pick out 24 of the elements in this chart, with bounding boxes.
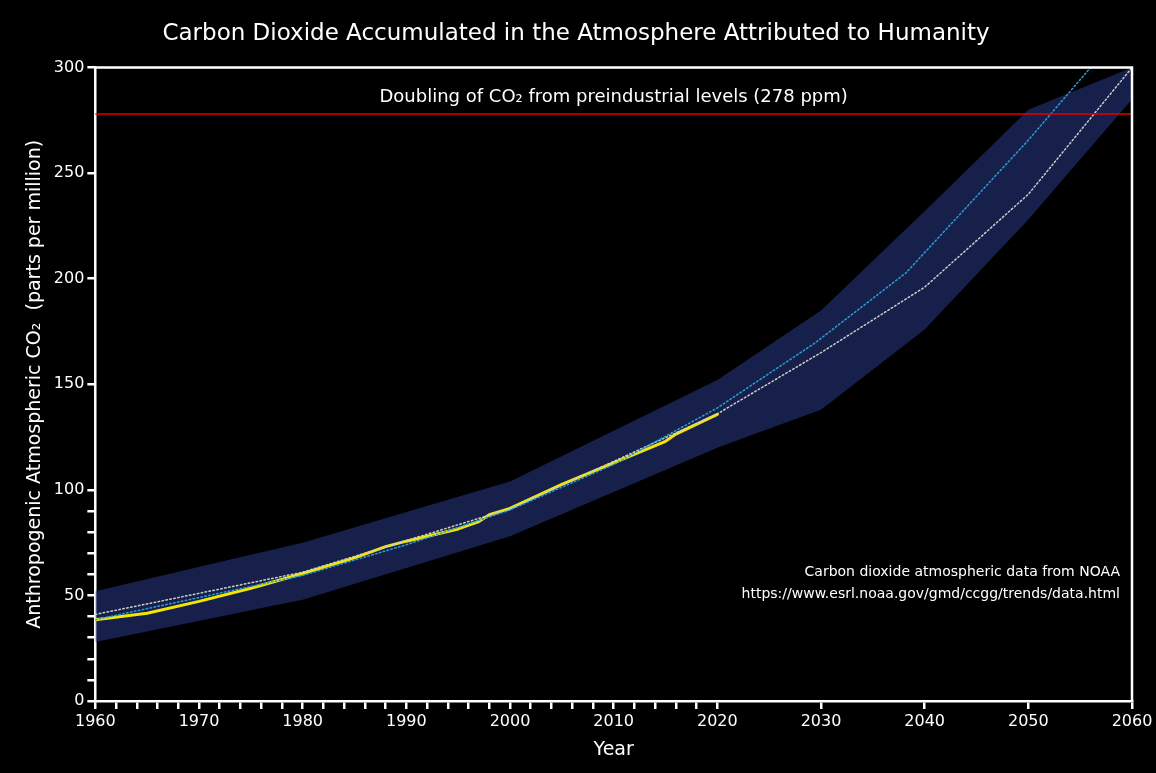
x-tick-label: 2000 xyxy=(489,710,531,730)
annotation: https://www.esrl.noaa.gov/gmd/ccgg/trends/data.html xyxy=(741,584,1120,601)
x-tick-label: 2040 xyxy=(904,710,946,730)
x-tick-label: 2050 xyxy=(1007,710,1049,730)
chart-title: Carbon Dioxide Accumulated in the Atmosphere Attributed to Humanity xyxy=(162,18,990,45)
x-tick-label: 2060 xyxy=(1111,710,1153,730)
y-tick-label: 0 xyxy=(74,690,85,710)
x-tick-label: 2010 xyxy=(593,710,635,730)
ref-line-label: Doubling of CO₂ from preindustrial levels (278 ppm) xyxy=(379,84,848,106)
x-tick-label: 2030 xyxy=(800,710,842,730)
y-tick-label: 300 xyxy=(53,56,85,76)
x-axis-title: Year xyxy=(592,736,634,759)
x-tick-label: 1970 xyxy=(178,710,220,730)
y-axis-title: Anthropogenic Atmospheric CO₂ (parts per million) xyxy=(22,139,45,629)
y-tick-label: 100 xyxy=(53,479,85,499)
x-tick-label: 1980 xyxy=(282,710,324,730)
y-tick-label: 200 xyxy=(53,267,85,287)
y-tick-label: 150 xyxy=(53,373,85,393)
x-tick-label: 1990 xyxy=(385,710,427,730)
y-tick-label: 50 xyxy=(63,584,85,604)
x-tick-label: 1960 xyxy=(74,710,116,730)
x-tick-label: 2020 xyxy=(696,710,738,730)
y-tick-label: 250 xyxy=(53,162,85,182)
annotation: Carbon dioxide atmospheric data from NOAA xyxy=(804,562,1121,579)
